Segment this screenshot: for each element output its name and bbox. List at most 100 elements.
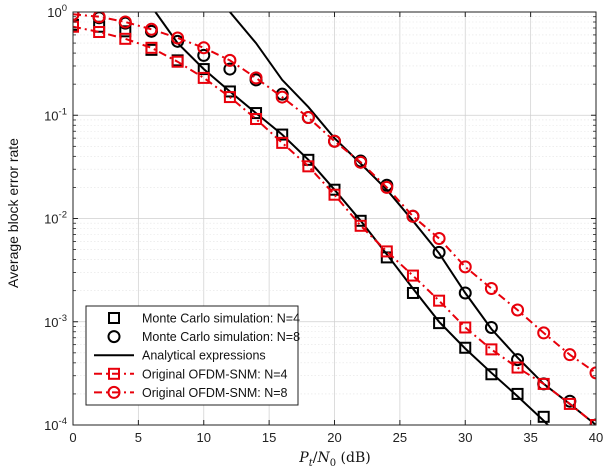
x-label-p: P — [298, 450, 309, 466]
legend-label: Original OFDM-SNM: N=4 — [142, 367, 288, 381]
x-tick-label: 5 — [135, 430, 142, 445]
data-point — [537, 326, 551, 340]
legend-entry: Monte Carlo simulation: N=8 — [107, 330, 300, 344]
data-point — [484, 281, 498, 295]
axis-ticks: 0 5 10 15 20 25 30 35 40 100 10-1 10-2 10-3 10-4 — [44, 3, 603, 445]
x-tick-label: 25 — [393, 430, 407, 445]
y-tick-label: 10-2 — [44, 210, 67, 227]
x-tick-label: 40 — [589, 430, 603, 445]
data-point — [171, 55, 184, 68]
x-tick-label: 0 — [69, 430, 76, 445]
y-tick-label: 10-3 — [44, 313, 67, 330]
data-point — [406, 209, 420, 223]
data-point — [275, 90, 289, 104]
data-point — [197, 41, 211, 55]
data-point — [276, 136, 289, 149]
data-point — [563, 348, 577, 362]
data-point — [223, 91, 236, 104]
series-line — [229, 12, 596, 425]
data-point — [302, 153, 315, 166]
data-point — [197, 63, 210, 76]
data-point — [301, 111, 315, 125]
legend-entry: Analytical expressions — [94, 349, 266, 363]
plot-series — [73, 12, 596, 425]
data-point — [197, 71, 210, 84]
legend-entry: Original OFDM-SNM: N=8 — [94, 385, 288, 400]
data-point — [276, 128, 289, 141]
data-point — [380, 245, 393, 258]
y-axis-label: Average block error rate — [5, 138, 21, 288]
data-point — [459, 341, 472, 354]
data-point — [406, 269, 419, 282]
data-point — [537, 377, 550, 390]
data-point — [223, 62, 237, 76]
x-label-n: N — [316, 450, 330, 466]
data-point — [433, 317, 446, 330]
data-point — [197, 48, 211, 62]
data-point — [119, 32, 132, 45]
data-point — [354, 219, 367, 232]
legend-label: Monte Carlo simulation: N=4 — [142, 312, 300, 326]
data-point — [354, 155, 368, 169]
data-point — [563, 397, 576, 410]
legend-marker — [107, 385, 121, 399]
x-axis-label: Pt/N0 (dB) — [298, 450, 370, 469]
series-line — [73, 13, 596, 374]
data-point — [458, 286, 472, 300]
y-tick-label: 10-4 — [44, 416, 67, 433]
data-point — [380, 180, 394, 194]
series-line — [73, 25, 596, 425]
legend: Monte Carlo simulation: N=4 Monte Carlo s… — [85, 305, 300, 406]
data-point — [485, 343, 498, 356]
legend-label: Original OFDM-SNM: N=8 — [142, 386, 288, 400]
legend-marker — [107, 330, 121, 344]
data-point — [328, 188, 341, 201]
data-point — [511, 361, 524, 374]
legend-entry: Original OFDM-SNM: N=4 — [94, 367, 288, 381]
y-tick-label: 10-1 — [44, 106, 67, 123]
data-point — [302, 160, 315, 173]
data-point — [485, 368, 498, 381]
legend-label: Monte Carlo simulation: N=8 — [142, 330, 300, 344]
legend-marker — [108, 312, 120, 324]
y-tick-label: 100 — [47, 3, 67, 20]
data-point — [511, 387, 524, 400]
data-point — [589, 366, 596, 380]
x-label-unit: (dB) — [336, 450, 371, 466]
data-point — [145, 41, 158, 54]
data-point — [93, 26, 106, 39]
x-label-0-subscript: 0 — [330, 458, 336, 469]
series-4 — [73, 20, 596, 425]
x-tick-label: 20 — [327, 430, 341, 445]
x-tick-label: 30 — [458, 430, 472, 445]
data-point — [118, 15, 132, 29]
data-point — [433, 294, 446, 307]
data-point — [459, 321, 472, 334]
data-point — [484, 320, 498, 334]
data-point — [432, 245, 446, 259]
x-tick-label: 15 — [262, 430, 276, 445]
series-5 — [73, 12, 596, 380]
x-label-slash: / — [313, 450, 318, 466]
x-tick-label: 35 — [523, 430, 537, 445]
data-point — [92, 12, 106, 24]
legend-label: Analytical expressions — [142, 349, 266, 363]
legend-marker — [108, 367, 120, 380]
data-point — [458, 260, 472, 274]
data-point — [73, 12, 80, 21]
data-point — [250, 112, 263, 125]
data-point — [511, 353, 525, 367]
data-point — [249, 71, 263, 85]
x-tick-label: 10 — [197, 430, 211, 445]
data-point — [73, 20, 79, 33]
legend-entry: Monte Carlo simulation: N=4 — [108, 312, 300, 326]
data-point — [328, 134, 341, 148]
x-label-t-subscript: t — [309, 458, 314, 469]
data-point — [144, 22, 158, 36]
data-point — [511, 303, 525, 317]
data-point — [171, 31, 185, 45]
data-point — [432, 232, 446, 246]
data-point — [223, 53, 237, 67]
data-point — [119, 25, 132, 38]
